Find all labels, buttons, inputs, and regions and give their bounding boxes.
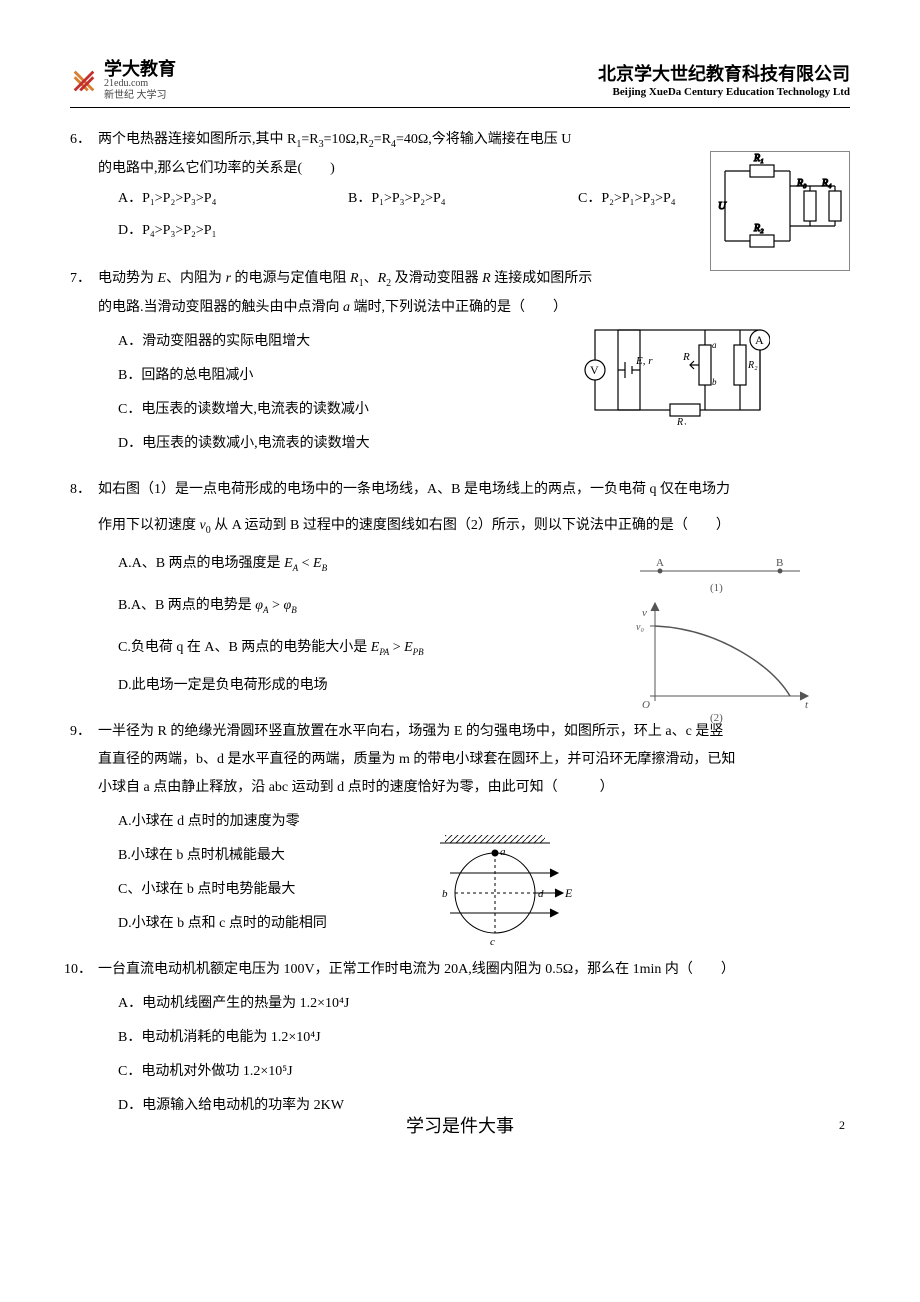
svg-text:R₃: R₃: [796, 178, 807, 189]
q7-line2a: 的电路.当滑动变阻器的触头由中点滑向: [98, 300, 343, 315]
q8-text1: 如右图（1）是一点电荷形成的电场中的一条电场线，A、B 是电场线上的两点，一负电…: [98, 482, 730, 497]
q10-text1: 一台直流电动机机额定电压为 100V，正常工作时电流为 20A,线圈内阻为 0.…: [98, 962, 735, 977]
q7-t1: 电动势为: [98, 271, 158, 286]
q7-number: 7．: [70, 265, 98, 293]
q8-number: 8．: [70, 476, 98, 504]
q7-R: R: [482, 271, 491, 286]
q9-text3: 小球自 a 点由静止释放，沿 abc 运动到 d 点时的速度恰好为零，由此可知（…: [98, 780, 614, 795]
q7-line2b: 端时,下列说法中正确的是（ ）: [350, 300, 567, 315]
svg-text:R₁: R₁: [676, 417, 687, 425]
xueda-logo-icon: [70, 67, 98, 95]
svg-text:R₂: R₂: [747, 360, 758, 371]
header-right-block: 北京学大世纪教育科技有限公司 Beijing XueDa Century Edu…: [598, 60, 850, 98]
q9-number: 9．: [70, 718, 98, 746]
q6-circuit-diagram: U R₁ R₂ R₃ R₄: [710, 151, 850, 271]
q10-option-b: B．电动机消耗的电能为 1.2×10⁴J: [118, 1024, 850, 1052]
svg-text:O: O: [642, 699, 650, 711]
q8-text2a: 作用下以初速度: [98, 518, 200, 533]
q6-option-d: D．P₄>P₃>P₂>P₁: [118, 217, 348, 245]
q6-option-b: B．P₁>P₃>P₂>P₄: [348, 185, 578, 213]
logo-block: 学大教育 21edu.com 新世纪 大学习: [70, 60, 176, 102]
logo-sub-text: 新世纪 大学习: [104, 90, 176, 102]
q9-option-a: A.小球在 d 点时的加速度为零: [118, 808, 850, 836]
question-8: A B (1) v t O v₀ (2) 8．如右图（1）是一点电荷形成的电场中…: [70, 476, 850, 701]
q8-field-velocity-diagram: A B (1) v t O v₀ (2): [620, 556, 820, 726]
q6-text-3: =10Ω,R: [324, 132, 369, 147]
svg-text:b: b: [442, 888, 448, 900]
question-10: 10．一台直流电动机机额定电压为 100V，正常工作时电流为 20A,线圈内阻为…: [70, 956, 850, 1120]
q9-text1: 一半径为 R 的绝缘光滑圆环竖直放置在水平向右，场强为 E 的匀强电场中，如图所…: [98, 724, 723, 739]
q7-t4: 、: [364, 271, 378, 286]
page-number: 2: [839, 1118, 845, 1133]
footer-text: 学习是件大事: [0, 1112, 920, 1138]
q7-t5: 及滑动变阻器: [391, 271, 482, 286]
svg-text:A: A: [656, 557, 664, 569]
question-7: V E, r R₁ R a b R₂ A: [70, 265, 850, 458]
question-6: U R₁ R₂ R₃ R₄ 6．两个电热器连接如图所示,: [70, 126, 850, 247]
company-name-en: Beijing XueDa Century Education Technolo…: [598, 86, 850, 98]
q10-number: 10．: [64, 956, 98, 984]
q8-text2b: 从 A 运动到 B 过程中的速度图线如右图（2）所示，则以下说法中正确的是（ ）: [211, 518, 730, 533]
logo-text-block: 学大教育 21edu.com 新世纪 大学习: [104, 60, 176, 102]
svg-text:R: R: [682, 351, 690, 363]
svg-text:b: b: [712, 377, 717, 387]
q6-text-1: 两个电热器连接如图所示,其中 R: [98, 132, 296, 147]
svg-text:B: B: [776, 557, 783, 569]
q6-line2: 的电路中,那么它们功率的关系是: [98, 161, 298, 176]
q9-ring-diagram: a b c d E: [430, 833, 580, 953]
logo-url-text: 21edu.com: [104, 78, 176, 90]
svg-text:c: c: [490, 936, 495, 948]
q7-R2: R: [378, 271, 387, 286]
svg-text:a: a: [712, 340, 717, 350]
svg-text:v: v: [642, 607, 647, 619]
svg-text:a: a: [500, 846, 506, 858]
svg-text:U: U: [718, 200, 727, 212]
question-9: a b c d E 9．一半径为 R 的绝缘光滑圆环竖直放置在水平向右，场强为 …: [70, 718, 850, 938]
q6-option-a: A．P₁>P₂>P₃>P₄: [118, 185, 348, 213]
q10-option-c: C．电动机对外做功 1.2×10⁵J: [118, 1058, 850, 1086]
q7-R1: R: [350, 271, 359, 286]
svg-text:R₄: R₄: [821, 178, 832, 189]
svg-text:(1): (1): [710, 582, 723, 594]
q6-text-5: =40Ω,今将输入端接在电压 U: [396, 132, 571, 147]
svg-text:E: E: [564, 886, 573, 900]
svg-text:d: d: [538, 888, 544, 900]
q6-text-2: =R: [301, 132, 318, 147]
svg-text:R₂: R₂: [753, 223, 764, 234]
q7-circuit-diagram: V E, r R₁ R a b R₂ A: [570, 320, 770, 425]
q7-option-d: D．电压表的读数减小,电流表的读数增大: [118, 430, 850, 458]
svg-text:A: A: [755, 333, 764, 347]
q9-text2: 直直径的两端，b、d 是水平直径的两端，质量为 m 的带电小球套在圆环上，并可沿…: [98, 752, 735, 767]
page-header: 学大教育 21edu.com 新世纪 大学习 北京学大世纪教育科技有限公司 Be…: [70, 60, 850, 108]
q7-t3: 的电源与定值电阻: [231, 271, 350, 286]
q6-paren: ( ): [298, 161, 335, 176]
q7-E: E: [158, 271, 167, 286]
q7-t6: 连接成如图所示: [491, 271, 593, 286]
q6-text-4: =R: [374, 132, 391, 147]
q7-t2: 、内阻为: [166, 271, 226, 286]
svg-text:E, r: E, r: [635, 355, 653, 367]
svg-text:v₀: v₀: [636, 622, 644, 633]
svg-text:t: t: [805, 699, 809, 711]
q7-a: a: [343, 300, 350, 315]
svg-text:R₁: R₁: [753, 153, 764, 164]
company-name-cn: 北京学大世纪教育科技有限公司: [598, 60, 850, 86]
logo-main-text: 学大教育: [104, 60, 176, 78]
q10-option-a: A．电动机线圈产生的热量为 1.2×10⁴J: [118, 990, 850, 1018]
q6-number: 6．: [70, 126, 98, 154]
svg-text:V: V: [590, 363, 599, 377]
